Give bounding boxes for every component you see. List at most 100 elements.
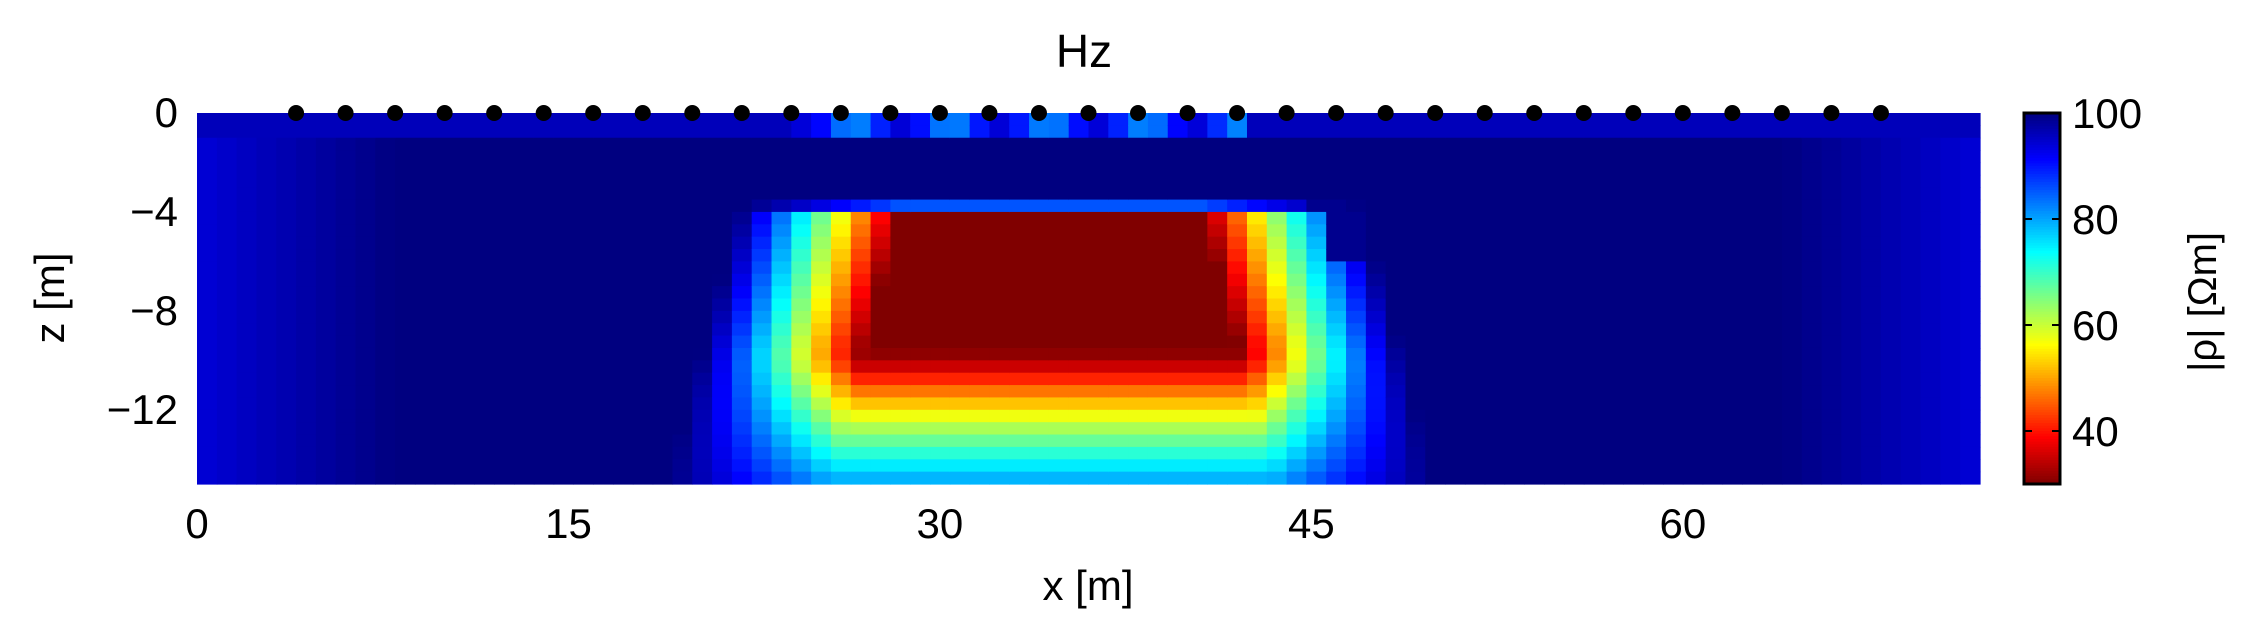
heatmap-cell bbox=[969, 273, 991, 287]
heatmap-cell bbox=[1920, 372, 1941, 386]
heatmap-cell bbox=[1920, 249, 1941, 262]
heatmap-cell bbox=[1643, 298, 1664, 312]
heatmap-cell bbox=[1326, 471, 1347, 485]
heatmap-cell bbox=[791, 323, 812, 337]
heatmap-cell bbox=[1128, 397, 1149, 411]
heatmap-cell bbox=[395, 409, 416, 423]
resistivity-heatmap bbox=[197, 113, 1981, 485]
heatmap-cell bbox=[652, 174, 674, 188]
heatmap-cell bbox=[1960, 137, 1981, 151]
heatmap-cell bbox=[890, 249, 911, 262]
heatmap-cell bbox=[1187, 471, 1208, 485]
heatmap-cell bbox=[1762, 224, 1783, 238]
heatmap-cell bbox=[1187, 434, 1208, 448]
heatmap-cell bbox=[1147, 125, 1169, 139]
heatmap-cell bbox=[1682, 187, 1704, 201]
heatmap-cell bbox=[1583, 150, 1605, 164]
heatmap-cell bbox=[1147, 459, 1169, 473]
heatmap-cell bbox=[1068, 199, 1090, 213]
heatmap-cell bbox=[969, 372, 991, 386]
heatmap-cell bbox=[434, 187, 456, 201]
heatmap-cell bbox=[1960, 236, 1981, 250]
heatmap-cell bbox=[1246, 113, 1268, 126]
colorbar-segment bbox=[2024, 264, 2060, 268]
heatmap-cell bbox=[533, 162, 555, 176]
heatmap-cell bbox=[1346, 273, 1367, 287]
heatmap-cell bbox=[1663, 397, 1684, 411]
heatmap-cell bbox=[1583, 310, 1605, 324]
heatmap-cell bbox=[1960, 459, 1981, 473]
heatmap-cell bbox=[513, 150, 535, 164]
colorbar-segment bbox=[2024, 163, 2060, 167]
heatmap-cell bbox=[1960, 422, 1981, 436]
heatmap-cell bbox=[1643, 286, 1664, 300]
heatmap-cell bbox=[553, 236, 575, 250]
heatmap-cell bbox=[1563, 199, 1585, 213]
heatmap-cell bbox=[494, 125, 515, 139]
heatmap-cell bbox=[1326, 224, 1347, 238]
heatmap-cell bbox=[1742, 446, 1763, 460]
heatmap-cell bbox=[1603, 409, 1624, 423]
heatmap-cell bbox=[1663, 211, 1684, 225]
heatmap-cell bbox=[553, 224, 575, 238]
heatmap-cell bbox=[1583, 249, 1605, 262]
heatmap-cell bbox=[1603, 422, 1624, 436]
heatmap-cell bbox=[414, 137, 436, 151]
heatmap-cell bbox=[1484, 298, 1506, 312]
heatmap-cell bbox=[1762, 446, 1783, 460]
heatmap-cell bbox=[1346, 150, 1367, 164]
heatmap-cell bbox=[355, 298, 376, 312]
heatmap-cell bbox=[1841, 459, 1862, 473]
heatmap-cell bbox=[1920, 310, 1941, 324]
heatmap-cell bbox=[1266, 174, 1288, 188]
heatmap-cell bbox=[1504, 385, 1525, 399]
heatmap-cell bbox=[335, 360, 357, 374]
heatmap-cell bbox=[1821, 236, 1842, 250]
heatmap-cell bbox=[1603, 273, 1624, 287]
heatmap-cell bbox=[197, 174, 218, 188]
heatmap-cell bbox=[1841, 385, 1862, 399]
heatmap-cell bbox=[1167, 372, 1189, 386]
heatmap-cell bbox=[930, 397, 951, 411]
heatmap-cell bbox=[1009, 273, 1030, 287]
heatmap-cell bbox=[434, 236, 456, 250]
heatmap-cell bbox=[1861, 360, 1882, 374]
heatmap-cell bbox=[890, 310, 911, 324]
colorbar-segment bbox=[2024, 187, 2060, 191]
heatmap-cell bbox=[1286, 310, 1308, 324]
heatmap-cell bbox=[672, 372, 693, 386]
heatmap-cell bbox=[1088, 347, 1109, 361]
heatmap-cell bbox=[1029, 273, 1050, 287]
heatmap-cell bbox=[989, 273, 1010, 287]
heatmap-cell bbox=[652, 335, 674, 349]
heatmap-cell bbox=[1940, 224, 1961, 238]
colorbar-segment bbox=[2024, 176, 2060, 180]
heatmap-cell bbox=[1623, 385, 1644, 399]
heatmap-cell bbox=[830, 323, 852, 337]
heatmap-cell bbox=[1167, 409, 1189, 423]
heatmap-cell bbox=[1841, 273, 1862, 287]
heatmap-cell bbox=[1346, 347, 1367, 361]
heatmap-cell bbox=[1326, 372, 1347, 386]
heatmap-cell bbox=[613, 125, 634, 139]
heatmap-cell bbox=[1029, 174, 1050, 188]
heatmap-cell bbox=[1147, 273, 1169, 287]
heatmap-cell bbox=[1702, 397, 1724, 411]
heatmap-cell bbox=[1167, 335, 1189, 349]
heatmap-cell bbox=[751, 323, 773, 337]
heatmap-cell bbox=[791, 199, 812, 213]
heatmap-cell bbox=[652, 286, 674, 300]
heatmap-cell bbox=[573, 397, 594, 411]
heatmap-cell bbox=[1326, 360, 1347, 374]
heatmap-cell bbox=[1821, 150, 1842, 164]
heatmap-cell bbox=[1088, 360, 1109, 374]
heatmap-cell bbox=[1781, 397, 1803, 411]
heatmap-cell bbox=[1167, 298, 1189, 312]
heatmap-cell bbox=[1405, 261, 1426, 275]
heatmap-cell bbox=[751, 187, 773, 201]
heatmap-cell bbox=[1385, 471, 1407, 485]
heatmap-cell bbox=[1108, 323, 1129, 337]
heatmap-cell bbox=[672, 347, 693, 361]
heatmap-cell bbox=[850, 273, 872, 287]
heatmap-cell bbox=[1128, 446, 1149, 460]
